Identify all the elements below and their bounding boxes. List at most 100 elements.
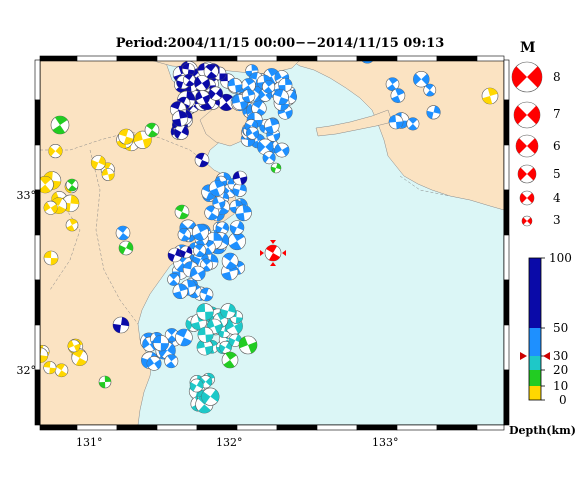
focal-mechanism-marker: [264, 118, 280, 134]
y-tick-33: 33°: [17, 189, 37, 202]
mag-label-8: 8: [553, 70, 561, 84]
focal-mechanism-marker: [65, 218, 79, 232]
focal-mechanism-marker: [98, 375, 112, 389]
focal-mechanism-marker: [235, 204, 252, 222]
depth-label-10: 10: [553, 379, 568, 393]
focal-mechanism-marker: [270, 162, 282, 174]
focal-mechanism-marker: [152, 335, 169, 352]
depth-label-20: 20: [553, 363, 568, 377]
focal-mechanism-marker: [264, 244, 282, 262]
focal-mechanism-marker: [238, 335, 258, 355]
focal-mechanism-marker: [173, 124, 189, 140]
magnitude-legend-title: M: [520, 40, 536, 56]
focal-mechanism-marker: [43, 361, 57, 375]
focal-mechanism-marker: [50, 115, 70, 135]
depth-legend-title: Depth(km): [509, 424, 576, 437]
depth-label-100: 100: [549, 251, 572, 265]
focal-mechanism-marker: [423, 83, 437, 97]
focal-mechanism-marker: [65, 178, 79, 192]
focal-mechanism-marker: [406, 117, 420, 131]
mainshock-depth-marker-left: [520, 352, 527, 360]
focal-mechanism-marker: [517, 164, 537, 184]
mag-label-3: 3: [553, 213, 561, 227]
depth-label-30: 30: [553, 349, 568, 363]
focal-mechanism-marker: [195, 90, 210, 105]
focal-mechanism-marker: [43, 200, 58, 215]
depth-label-50: 50: [553, 321, 568, 335]
focal-mechanism-marker: [232, 182, 247, 197]
depth-label-0: 0: [559, 393, 567, 407]
focal-mechanism-marker: [204, 205, 220, 221]
focal-mechanism-marker: [146, 355, 162, 371]
mainshock-pointer: [270, 262, 276, 266]
focal-mechanism-marker: [101, 168, 115, 181]
map-frame-bars: [34, 55, 510, 431]
focal-mechanism-marker: [221, 351, 239, 369]
focal-mechanism-marker: [118, 128, 135, 145]
x-tick-132: 132°: [216, 436, 243, 449]
focal-mechanism-marker: [220, 303, 236, 319]
focal-mechanism-marker: [194, 75, 210, 92]
focal-mechanism-marker: [189, 378, 204, 393]
map-title: Period:2004/11/15 00:00−−2014/11/15 09:1…: [115, 36, 445, 51]
focal-mechanism-marker: [172, 110, 189, 127]
mag-label-7: 7: [553, 107, 561, 121]
depth-band-50-100: [529, 258, 541, 328]
focal-mechanism-marker: [221, 252, 239, 270]
focal-mechanism-marker: [515, 134, 539, 158]
focal-mechanism-marker: [179, 245, 193, 259]
focal-mechanism-marker: [262, 80, 276, 94]
focal-mechanism-marker: [511, 61, 543, 93]
x-tick-131: 131°: [76, 436, 103, 449]
mainshock-pointer: [270, 240, 276, 244]
focal-mechanism-marker: [167, 247, 183, 263]
focal-mechanism-marker: [164, 354, 179, 369]
focal-mechanism-marker: [67, 339, 81, 353]
focal-mechanism-marker: [217, 93, 235, 111]
focal-mechanism-marker: [387, 31, 399, 43]
focal-mechanism-marker: [426, 105, 441, 120]
focal-mechanism-marker: [257, 138, 274, 156]
focal-mechanism-marker: [196, 303, 214, 321]
depth-band-20-30: [529, 356, 541, 370]
focal-mechanism-marker: [521, 215, 533, 227]
depth-legend: 100 50 30 20 10 0 Depth(km): [509, 251, 576, 437]
focal-mechanism-marker: [177, 228, 191, 242]
focal-mechanism-marker: [215, 221, 229, 235]
focal-mechanism-marker: [164, 328, 179, 342]
focal-mechanism-marker: [388, 114, 404, 130]
focal-mechanism-marker: [212, 196, 226, 210]
depth-band-10-20: [529, 370, 541, 386]
mainshock-depth-marker-right: [543, 352, 550, 360]
focal-mechanism-marker: [167, 273, 181, 286]
focal-mechanism-marker: [229, 220, 245, 235]
mag-label-4: 4: [553, 191, 561, 205]
focal-mechanism-marker: [208, 86, 223, 101]
focal-mechanism-marker: [241, 89, 256, 103]
focal-mechanism-marker: [513, 101, 541, 129]
focal-mechanism-marker: [199, 287, 214, 302]
focal-mechanism-marker: [192, 223, 209, 241]
depth-band-30-50: [529, 328, 541, 356]
focal-mechanism-marker: [203, 63, 219, 79]
mag-label-6: 6: [553, 139, 561, 153]
focal-mechanism-marker: [172, 283, 189, 299]
focal-mechanism-marker: [43, 250, 59, 266]
focal-mechanism-marker: [182, 73, 196, 87]
focal-mechanism-marker: [232, 170, 248, 186]
mag-label-5: 5: [553, 167, 561, 181]
focal-mechanism-marker: [193, 243, 207, 258]
focal-mechanism-marker: [413, 70, 430, 88]
focal-mechanism-marker: [208, 180, 226, 197]
focal-mechanism-marker: [118, 240, 134, 256]
earthquake-markers: [40, 31, 499, 414]
focal-mechanism-marker: [481, 87, 499, 105]
focal-mechanism-marker: [190, 265, 206, 281]
focal-mechanism-marker: [194, 152, 210, 168]
focal-mechanism-marker: [227, 77, 243, 93]
focal-mechanism-marker: [112, 316, 130, 334]
y-tick-32: 32°: [17, 364, 37, 377]
focal-mechanism-marker: [40, 347, 49, 363]
focal-mechanism-marker: [390, 88, 406, 103]
